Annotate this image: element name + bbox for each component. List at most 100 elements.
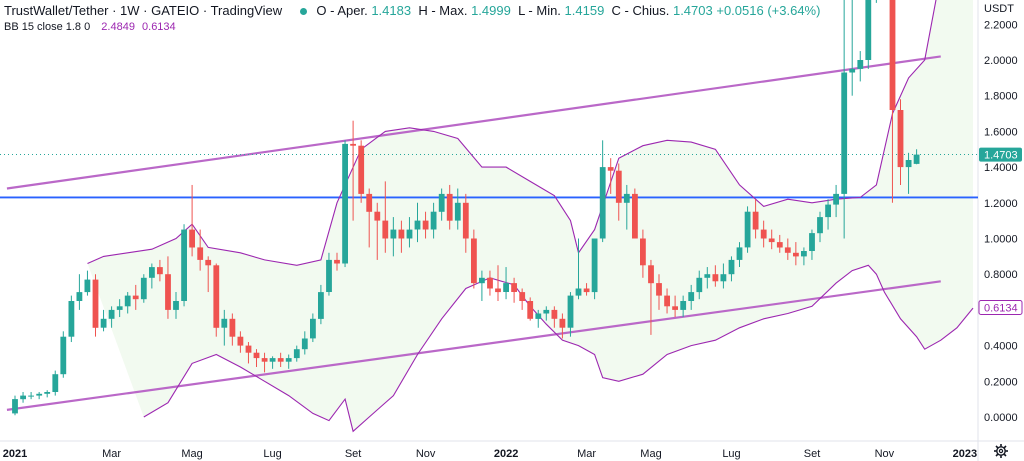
candle-body — [680, 301, 687, 310]
candle — [599, 140, 606, 243]
candle-body — [285, 358, 292, 362]
close-label: C - Chius. — [611, 3, 670, 18]
candle — [551, 306, 558, 328]
candle — [495, 265, 501, 301]
bb-lower-line — [143, 264, 974, 433]
x-tick-label: Lug — [722, 448, 740, 460]
x-tick-label: 2022 — [494, 448, 518, 460]
symbol-title[interactable]: TrustWallet/Tether · 1W · GATEIO · Tradi… — [4, 3, 283, 18]
candle — [285, 354, 292, 369]
candle-body — [479, 277, 485, 284]
trend-line-lower — [6, 280, 941, 411]
candle-body — [841, 72, 848, 194]
candle-body — [221, 318, 228, 328]
candle — [615, 163, 622, 221]
candle-body — [132, 295, 139, 300]
candle — [326, 252, 332, 296]
candle — [60, 331, 67, 378]
candle-body — [583, 288, 590, 293]
candle-body — [301, 338, 308, 350]
candle — [535, 309, 542, 328]
candle — [784, 238, 791, 260]
candle — [849, 0, 856, 96]
candle — [696, 270, 703, 300]
candle-body — [366, 193, 373, 212]
candles-group — [12, 0, 920, 416]
indicator-label: BB 15 close 1.8 0 — [4, 21, 91, 33]
candle-body — [52, 374, 59, 392]
low-label: L - Min. — [518, 3, 561, 18]
candle — [229, 313, 236, 346]
candle — [567, 292, 574, 337]
y-tick-label: 0.8000 — [984, 269, 1018, 281]
candle — [559, 313, 566, 339]
candle-body — [849, 68, 856, 73]
candle — [632, 188, 638, 239]
candle-body — [535, 313, 542, 319]
candle-body — [253, 352, 260, 359]
candle-body — [688, 292, 695, 301]
candle-body — [165, 274, 171, 310]
candle-body — [776, 242, 783, 248]
open-value: 1.4183 — [371, 3, 412, 18]
candle-body — [503, 283, 509, 292]
candle-body — [640, 238, 646, 266]
candle — [406, 217, 413, 248]
candle-body — [575, 288, 582, 296]
candle — [430, 202, 437, 239]
settings-gear-icon[interactable] — [994, 444, 1008, 458]
indicator-legend[interactable]: BB 15 close 1.8 0 2.4849 0.6134 — [4, 21, 176, 33]
candle-body — [857, 60, 864, 69]
candle — [865, 0, 872, 69]
candle — [84, 270, 91, 296]
y-tick-label: 0.4000 — [984, 341, 1018, 353]
candle — [342, 140, 348, 268]
candle-body — [173, 301, 179, 310]
candle — [310, 313, 316, 343]
candle — [809, 229, 815, 260]
candle-body — [793, 252, 799, 257]
candle-body — [817, 217, 823, 234]
candle — [157, 259, 163, 282]
candle-body — [20, 395, 26, 400]
candle-body — [157, 267, 163, 275]
candle-body — [358, 145, 365, 194]
x-tick-label: Mag — [640, 448, 661, 460]
chart-header: TrustWallet/Tether · 1W · GATEIO · Tradi… — [4, 3, 820, 18]
candle — [825, 199, 831, 230]
candle-body — [108, 309, 115, 319]
candle-body — [591, 238, 598, 293]
candle — [100, 309, 107, 332]
candle-body — [519, 292, 526, 301]
y-tick-label: 1.2000 — [984, 198, 1018, 210]
candle — [189, 184, 195, 257]
candle-body — [599, 167, 606, 239]
x-tick-label: Set — [345, 448, 362, 460]
x-tick-label: Set — [804, 448, 821, 460]
candle-body — [237, 336, 244, 346]
candle — [736, 242, 743, 268]
candle-body — [205, 259, 212, 266]
candle — [374, 202, 381, 260]
candle-body — [607, 167, 614, 171]
candle-body — [704, 274, 711, 278]
candle — [221, 309, 228, 346]
candle-body — [648, 265, 654, 284]
candle — [245, 342, 252, 364]
candle-body — [656, 283, 662, 296]
candle-body — [865, 0, 872, 61]
low-value: 1.4159 — [564, 3, 605, 18]
bb-upper-line — [87, 0, 937, 266]
candle — [875, 0, 877, 3]
candle — [543, 306, 550, 321]
candle — [664, 288, 670, 314]
candle-body — [712, 274, 719, 282]
candle-body — [720, 274, 727, 282]
candle-body — [149, 267, 155, 278]
candle-body — [511, 283, 517, 292]
candle-body — [293, 349, 300, 359]
candle — [358, 140, 365, 203]
x-tick-label: 2023 — [953, 448, 977, 460]
candle — [197, 229, 204, 271]
